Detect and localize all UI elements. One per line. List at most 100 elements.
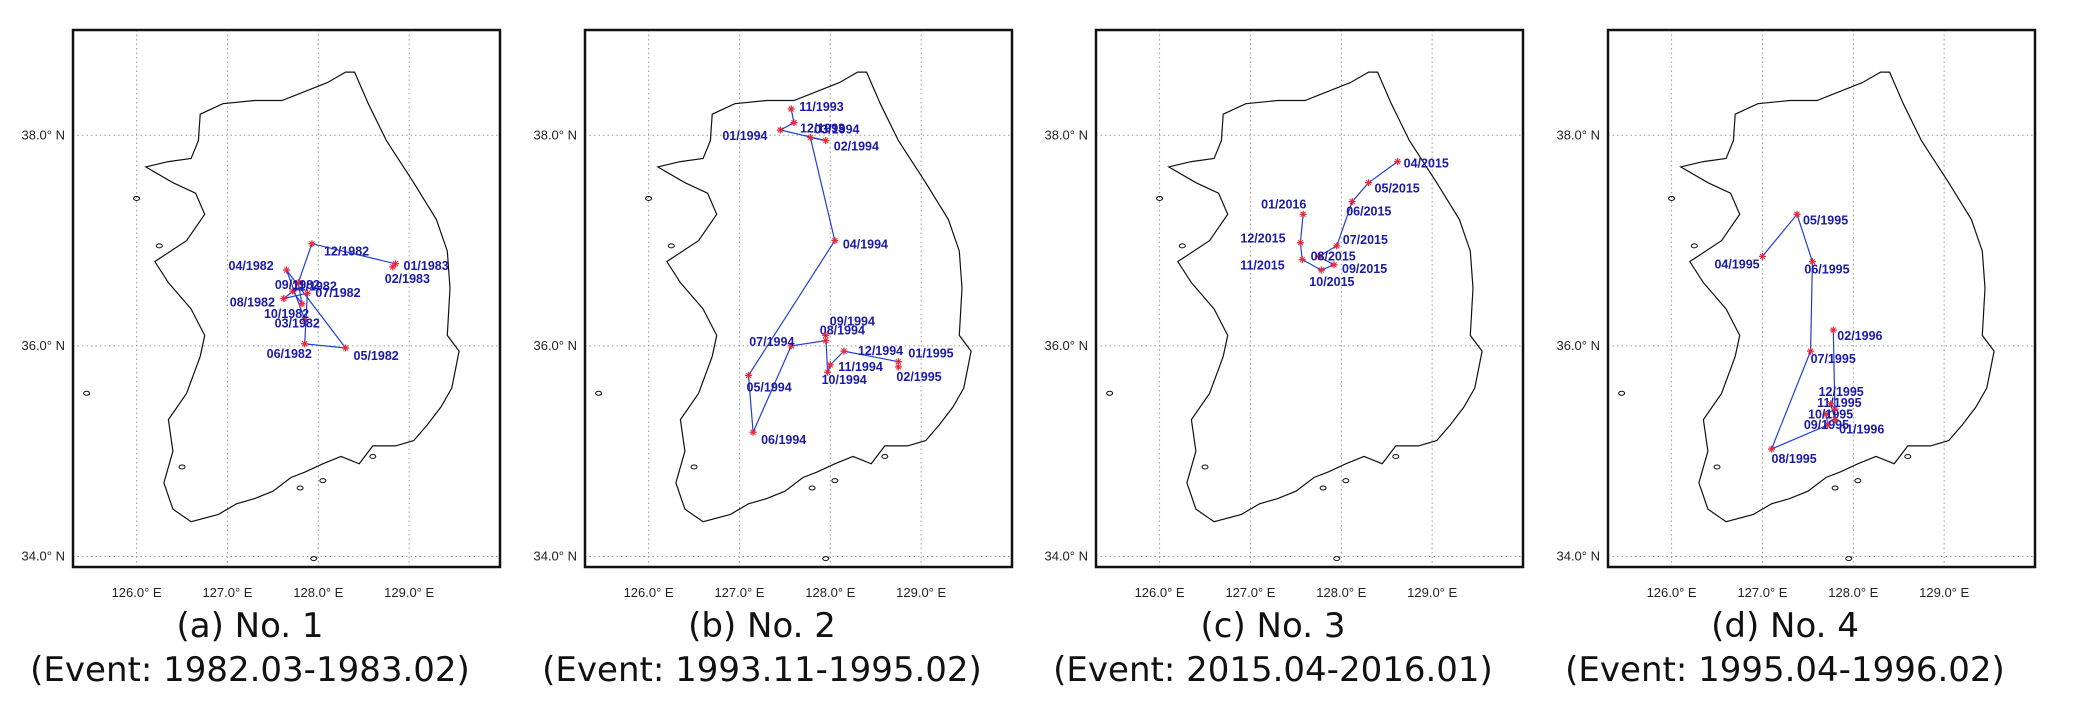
x-tick-label: 128.0° E (1316, 585, 1366, 600)
point-label: 07/1994 (749, 335, 794, 349)
island (1178, 243, 1186, 249)
track-point: 09/1995 (1804, 418, 1849, 432)
point-marker (822, 337, 829, 344)
point-marker (295, 279, 302, 286)
island (831, 478, 839, 484)
y-tick-label: 34.0° N (1044, 548, 1088, 563)
island (1392, 453, 1400, 459)
x-tick-label: 127.0° E (1225, 585, 1275, 600)
track-point: 09/1982 (275, 278, 320, 295)
y-tick-label: 38.0° N (1556, 127, 1600, 142)
point-marker (1759, 253, 1766, 260)
point-label: 10/1982 (264, 307, 309, 321)
drought-track (747, 108, 899, 433)
island (1668, 195, 1676, 201)
panel-event-range: (Event: 1993.11-1995.02) (542, 650, 982, 690)
island (881, 453, 889, 459)
point-label: 01/1994 (722, 129, 767, 143)
point-label: 12/1982 (324, 245, 369, 259)
track-point: 08/1994 (820, 324, 865, 345)
y-tick-label: 36.0° N (1556, 338, 1600, 353)
track-point: 05/1982 (342, 344, 399, 363)
point-label: 08/2015 (1311, 249, 1356, 263)
point-marker (788, 106, 795, 112)
y-tick-label: 36.0° N (1044, 338, 1088, 353)
point-label: 04/1982 (229, 259, 274, 273)
x-tick-label: 127.0° E (202, 585, 252, 600)
gridlines (585, 30, 1012, 567)
island (1342, 478, 1350, 484)
point-label: 12/1995 (1819, 385, 1864, 399)
point-marker (1394, 158, 1401, 165)
point-marker (290, 288, 296, 294)
track-point: 03/1994 (806, 122, 860, 141)
point-marker (791, 119, 797, 126)
point-label: 01/1983 (404, 259, 449, 273)
point-label: 05/1994 (747, 380, 792, 394)
track-point: 01/1996 (1831, 416, 1884, 437)
panel-caption: (b) No. 2 (688, 606, 836, 646)
coastline (144, 71, 460, 523)
x-tick-label: 128.0° E (1828, 585, 1878, 600)
island (1713, 464, 1721, 470)
y-tick-label: 38.0° N (21, 127, 65, 142)
coastline (1167, 71, 1483, 523)
point-label: 06/1982 (267, 347, 312, 361)
point-marker (827, 361, 834, 368)
x-tick-label: 128.0° E (293, 585, 343, 600)
point-marker (1830, 327, 1837, 333)
track-point: 11/1982 (292, 279, 337, 294)
island (1333, 556, 1341, 562)
point-label: 02/1996 (1837, 329, 1882, 343)
track-point: 01/2016 (1261, 197, 1307, 218)
point-marker (1333, 242, 1340, 249)
track-point: 05/1994 (745, 371, 792, 394)
point-label: 11/1995 (1817, 396, 1862, 410)
x-tick-label: 129.0° E (1919, 585, 1969, 600)
map-plot: 34.0° N 36.0° N 38.0° N 126.0° E 127.0° E 128… (1556, 28, 2037, 600)
track-point: 10/1995 (1808, 407, 1853, 421)
island (133, 195, 141, 201)
track-point: 05/2015 (1365, 179, 1420, 196)
track-point: 12/1994 (840, 344, 903, 358)
point-marker (283, 267, 290, 273)
track-point: 04/1982 (229, 259, 290, 274)
point-label: 06/1995 (1804, 263, 1849, 277)
point-label: 02/1994 (834, 140, 879, 154)
island (822, 556, 830, 562)
island (319, 478, 327, 484)
point-marker (309, 240, 315, 247)
map-panel: 34.0° N 36.0° N 38.0° N 126.0° E 127.0° E 128… (1535, 0, 2037, 708)
point-label: 02/1995 (896, 370, 941, 384)
track-point: 07/1995 (1807, 347, 1856, 366)
point-marker (841, 348, 847, 355)
point-marker (1832, 416, 1838, 423)
island (667, 243, 675, 249)
point-label: 01/1996 (1839, 423, 1884, 437)
map-frame (1094, 28, 1525, 569)
island (178, 464, 186, 470)
island (1319, 485, 1327, 491)
track-point: 04/1995 (1714, 252, 1766, 271)
track-point: 08/2015 (1311, 249, 1356, 263)
panel-caption: (a) No. 1 (176, 606, 324, 646)
track-point: 03/1982 (275, 316, 320, 331)
track-point: 12/1993 (790, 119, 845, 136)
y-tick-label: 38.0° N (533, 127, 577, 142)
map-frame (71, 28, 502, 569)
point-marker (1825, 421, 1831, 428)
coastline (1679, 71, 1995, 523)
y-tick-label: 36.0° N (533, 338, 577, 353)
point-label: 10/2015 (1309, 275, 1354, 289)
y-tick-label: 34.0° N (1556, 548, 1600, 563)
island (296, 485, 304, 491)
drought-track (1299, 161, 1398, 271)
x-tick-label: 129.0° E (896, 585, 946, 600)
track-point: 11/1995 (1817, 396, 1862, 413)
y-tick-label: 36.0° N (21, 338, 65, 353)
point-marker (895, 364, 902, 370)
panel-caption: (d) No. 4 (1711, 606, 1859, 646)
track-point: 06/2015 (1346, 198, 1391, 219)
point-label: 12/2015 (1240, 232, 1285, 246)
point-marker (1299, 256, 1306, 263)
